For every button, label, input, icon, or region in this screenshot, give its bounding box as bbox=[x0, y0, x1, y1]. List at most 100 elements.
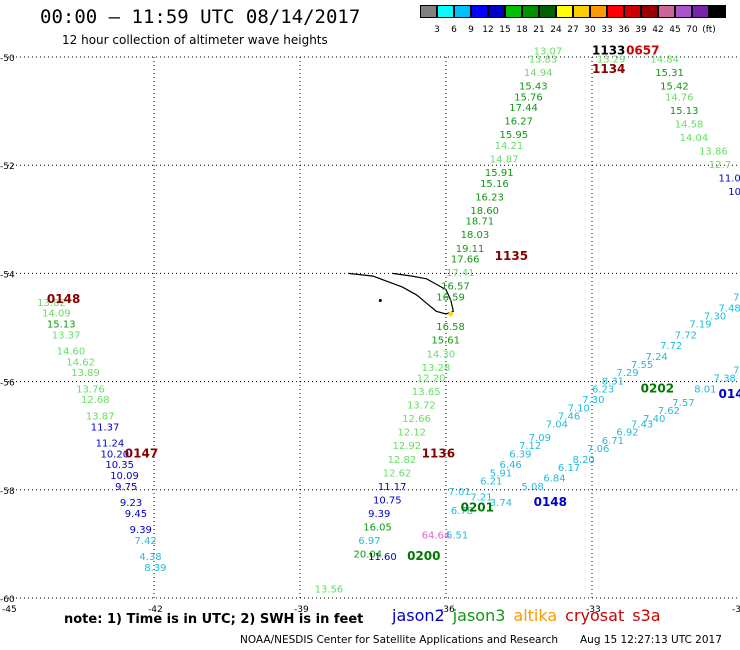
wave-height-label: 64.64 bbox=[422, 530, 451, 541]
wave-height-label: 15.43 bbox=[519, 81, 548, 92]
wave-height-label: 17.44 bbox=[509, 103, 538, 114]
pass-time-label: 0201 bbox=[461, 500, 494, 514]
wave-height-label: 11.37 bbox=[91, 422, 120, 433]
wave-height-label: 19.11 bbox=[456, 244, 485, 255]
wave-height-label: 20.04 bbox=[354, 549, 383, 560]
wave-height-label: 15.91 bbox=[485, 168, 514, 179]
scale-label: 42 bbox=[652, 25, 664, 35]
wave-height-label: 13.76 bbox=[76, 384, 105, 395]
wave-height-label: 16.58 bbox=[436, 322, 465, 333]
pass-time-label: 0202 bbox=[641, 381, 674, 395]
pass-time-label: 0147 bbox=[125, 446, 158, 460]
wave-height-label: 7.06 bbox=[587, 444, 609, 455]
scale-label: 3 bbox=[434, 25, 440, 35]
scale-swatch bbox=[488, 5, 505, 18]
wave-height-label: 12.12 bbox=[397, 428, 426, 439]
legend-entry-altika: altika bbox=[513, 606, 558, 625]
pass-time-label: 0148 bbox=[47, 292, 80, 306]
wave-height-label: 6.97 bbox=[358, 536, 380, 547]
wave-height-label: 13.82 bbox=[37, 298, 66, 309]
wave-height-label: 13.07 bbox=[534, 46, 563, 57]
legend-entry-s3a: s3a bbox=[632, 606, 661, 625]
pass-time-label: 014 bbox=[719, 387, 740, 401]
scale-label: 24 bbox=[550, 25, 562, 35]
wave-height-label: 14.76 bbox=[665, 92, 694, 103]
wave-height-label: 7.19 bbox=[689, 320, 711, 331]
wave-height-label: 13.56 bbox=[315, 585, 344, 596]
wave-height-label: 8.31 bbox=[602, 376, 624, 387]
scale-swatch bbox=[539, 5, 556, 18]
pass-time-label: 1135 bbox=[495, 249, 528, 263]
scale-label: 36 bbox=[618, 25, 630, 35]
wave-height-label: 6.51 bbox=[446, 530, 468, 541]
lat-tick-label: -52 bbox=[0, 162, 15, 172]
wave-height-label: 14.94 bbox=[524, 68, 553, 79]
scale-swatch bbox=[692, 5, 709, 18]
wave-height-label: 6.17 bbox=[558, 463, 580, 474]
wave-height-label: 7.10 bbox=[568, 403, 590, 414]
lat-tick-label: -60 bbox=[0, 595, 15, 605]
wave-height-label: 12.62 bbox=[383, 468, 412, 479]
wave-height-label: 7.40 bbox=[643, 414, 665, 425]
wave-height-label: 17.41 bbox=[446, 268, 475, 279]
wave-height-label: 13.86 bbox=[699, 146, 728, 157]
scale-swatch bbox=[658, 5, 675, 18]
lat-tick-label: -54 bbox=[0, 270, 15, 280]
wave-height-label: 6.39 bbox=[509, 449, 531, 460]
scale-swatch bbox=[505, 5, 522, 18]
wave-height-label: 6.84 bbox=[543, 474, 565, 485]
station-marker bbox=[448, 311, 454, 317]
wave-height-label: 14.04 bbox=[680, 133, 709, 144]
footer-note: note: 1) Time is in UTC; 2) SWH is in fe… bbox=[64, 612, 364, 627]
legend-entry-jason3: jason3 bbox=[452, 606, 506, 625]
wave-height-label: 12.20 bbox=[417, 374, 446, 385]
scale-swatch bbox=[437, 5, 454, 18]
wave-height-label: 15.42 bbox=[660, 81, 689, 92]
lat-tick-label: -56 bbox=[0, 379, 15, 389]
wave-height-label: 12.68 bbox=[81, 395, 110, 406]
scale-swatch bbox=[709, 5, 726, 18]
wave-height-label: 18.60 bbox=[470, 206, 499, 217]
scale-label: 27 bbox=[567, 25, 579, 35]
wave-height-label: 7.04 bbox=[546, 420, 568, 431]
scale-swatch bbox=[522, 5, 539, 18]
scale-swatch bbox=[675, 5, 692, 18]
scale-label: 70 bbox=[686, 25, 698, 35]
wave-height-label: 8.39 bbox=[144, 563, 166, 574]
wave-height-label: 13.28 bbox=[422, 363, 451, 374]
wave-height-label: 13.83 bbox=[529, 54, 558, 65]
wave-height-label: 3.74 bbox=[490, 498, 512, 509]
wave-height-label: 9.39 bbox=[368, 509, 390, 520]
wave-height-label: 13.89 bbox=[71, 368, 100, 379]
scale-label: (ft) bbox=[702, 25, 716, 35]
scale-label: 30 bbox=[584, 25, 596, 35]
wave-height-label: 13.87 bbox=[86, 411, 115, 422]
scale-label: 18 bbox=[516, 25, 528, 35]
wave-height-label: 11.0 bbox=[719, 173, 740, 184]
scale-label: 45 bbox=[669, 25, 681, 35]
wave-height-label: 16.23 bbox=[475, 192, 504, 203]
wave-height-label: 18.71 bbox=[465, 217, 494, 228]
wave-height-label: 16.05 bbox=[363, 522, 392, 533]
island-dot bbox=[378, 298, 382, 302]
wave-height-label: 18.03 bbox=[461, 230, 490, 241]
wave-height-label: 12.92 bbox=[392, 441, 421, 452]
wave-height-label: 15.13 bbox=[670, 106, 699, 117]
lon-tick-label: -30 bbox=[732, 605, 740, 615]
scale-swatch bbox=[556, 5, 573, 18]
wave-height-label: 7.30 bbox=[704, 311, 726, 322]
wave-height-label: 7.46 bbox=[558, 411, 580, 422]
pass-time-label: 0148 bbox=[534, 495, 567, 509]
wave-height-label: 7.21 bbox=[470, 493, 492, 504]
scale-swatch bbox=[607, 5, 624, 18]
wave-height-label: 7 bbox=[733, 292, 739, 303]
wave-height-label: 6.71 bbox=[602, 436, 624, 447]
wave-height-label: 11.24 bbox=[96, 439, 125, 450]
wave-height-label: 12.82 bbox=[388, 455, 417, 466]
page-subtitle: 12 hour collection of altimeter wave hei… bbox=[62, 33, 328, 47]
scale-swatch bbox=[573, 5, 590, 18]
wave-height-label: 9.23 bbox=[120, 498, 142, 509]
lat-tick-label: -58 bbox=[0, 487, 15, 497]
wave-height-label: 11.60 bbox=[368, 552, 397, 563]
